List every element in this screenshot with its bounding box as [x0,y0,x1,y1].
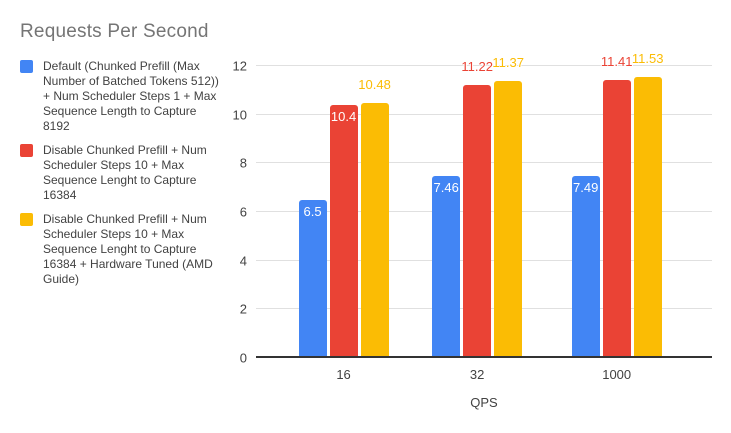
y-tick-label: 10 [232,107,247,123]
y-tick-label: 8 [239,155,247,171]
y-tick-label: 2 [239,301,247,317]
bar-value-label: 7.46 [433,180,459,196]
bar: 11.37 [492,55,524,358]
plot-area: 0 2 4 6 8 10 12 6.5 10.4 10.48 16 7.46 11.22 11.37 32 7… [233,51,712,382]
legend-label: Disable Chunked Prefill + Num Scheduler … [43,212,213,286]
y-tick-label: 12 [232,58,247,74]
bar-value-label: 7.49 [573,179,599,195]
bar: 10.4 [329,104,358,358]
bar: 11.22 [461,59,493,358]
y-tick-label: 6 [239,204,247,220]
bar-group-16: 6.5 10.4 10.48 [298,66,391,358]
bar-group-1000: 7.49 11.41 11.53 [571,51,663,358]
legend-item: Disable Chunked Prefill + Num Scheduler … [20,212,235,287]
legend-label: Default (Chunked Prefill (Max Number of … [43,59,219,133]
y-tick-label: 0 [239,350,247,366]
bar-group-32: 7.46 11.22 11.37 [432,55,524,358]
legend-item: Disable Chunked Prefill + Num Scheduler … [20,143,235,203]
y-tick-label: 4 [239,253,247,269]
x-axis-title: QPS [470,395,498,410]
bar-value-label: 6.5 [303,203,322,219]
bar: 11.53 [632,51,663,358]
x-tick-label: 1000 [602,367,632,382]
bar-value-label: 10.48 [358,77,391,92]
legend: Default (Chunked Prefill (Max Number of … [20,59,235,287]
bar-value-label: 11.37 [492,55,524,71]
bar-value-label: 11.41 [600,54,633,70]
bar: 7.49 [571,175,600,358]
legend-swatch-icon [20,60,33,73]
x-tick-label: 32 [469,367,485,382]
bar-value-label: 10.4 [330,108,357,124]
bar: 10.48 [358,77,391,358]
x-tick-label: 16 [336,367,351,382]
legend-swatch-icon [20,144,33,157]
legend-item: Default (Chunked Prefill (Max Number of … [20,59,235,134]
gridline [256,65,712,66]
chart-title: Requests Per Second [20,21,209,42]
x-axis-baseline [256,356,712,358]
legend-swatch-icon [20,213,33,226]
bar: 11.41 [601,54,632,358]
bar-value-label: 11.53 [631,51,664,67]
bar: 6.5 [298,199,327,358]
bar-value-label: 11.22 [461,58,493,74]
bar: 7.46 [432,176,461,358]
legend-label: Disable Chunked Prefill + Num Scheduler … [43,143,207,202]
